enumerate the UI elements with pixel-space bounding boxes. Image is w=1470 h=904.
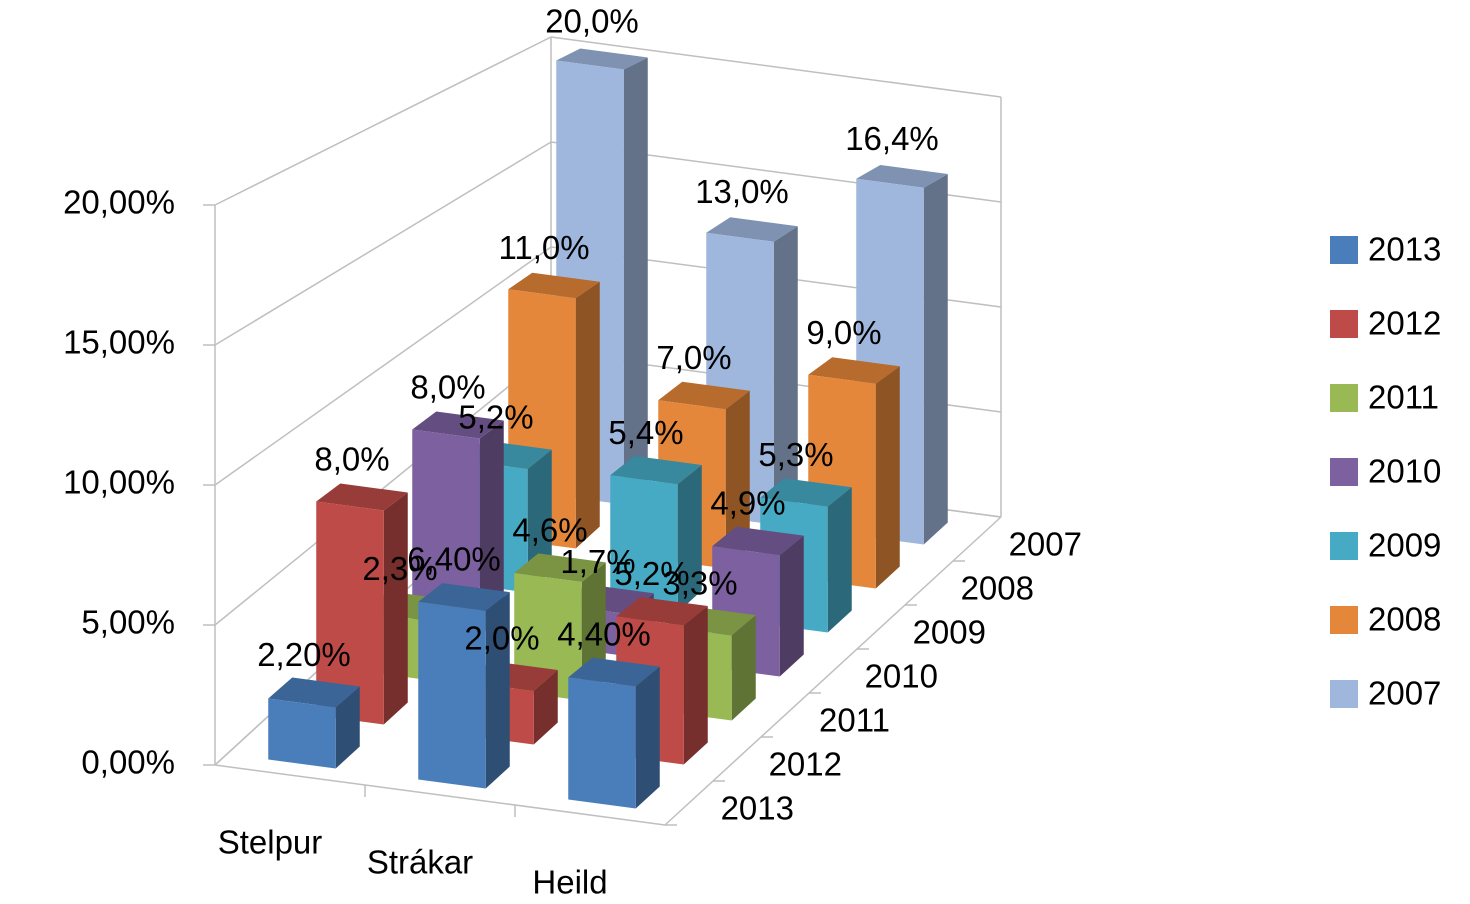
grid-line xyxy=(214,141,552,346)
depth-tick-label: 2008 xyxy=(961,570,1034,607)
data-label: 2,0% xyxy=(464,620,539,657)
bar-side xyxy=(773,226,798,525)
legend-label: 2009 xyxy=(1368,527,1441,564)
bar-side xyxy=(575,281,600,549)
data-label: 7,0% xyxy=(656,339,731,376)
data-label: 9,0% xyxy=(806,314,881,351)
bar-top xyxy=(712,526,804,556)
depth-tick-label: 2007 xyxy=(1009,526,1082,563)
axis-line xyxy=(664,516,1002,826)
grid-line xyxy=(214,36,552,206)
bar xyxy=(316,501,384,725)
bar-side xyxy=(827,487,852,633)
data-label: 8,0% xyxy=(410,369,485,406)
data-label: 3,3% xyxy=(662,565,737,602)
data-label: 6,40% xyxy=(407,541,501,578)
legend-label: 2013 xyxy=(1368,231,1441,268)
bar xyxy=(568,677,636,809)
data-label: 5,2% xyxy=(614,555,689,592)
data-label: 4,6% xyxy=(512,511,587,548)
depth-tick-label: 2013 xyxy=(721,790,794,827)
bar-top xyxy=(658,381,750,410)
y-tick-label: 15,00% xyxy=(63,324,175,361)
data-label: 16,4% xyxy=(845,120,939,157)
bar-top xyxy=(556,48,648,70)
legend-label: 2007 xyxy=(1368,675,1441,712)
legend-label: 2011 xyxy=(1368,379,1439,416)
data-label: 5,3% xyxy=(758,436,833,473)
bar-side xyxy=(683,606,708,765)
depth-tick-label: 2012 xyxy=(769,746,842,783)
y-tick-label: 10,00% xyxy=(63,464,175,501)
bar xyxy=(412,429,480,637)
bar-side xyxy=(923,174,948,545)
x-tick-label: Strákar xyxy=(367,844,473,881)
bar-side xyxy=(731,615,756,721)
bar-side xyxy=(533,670,558,745)
bar xyxy=(610,475,678,613)
grid-line xyxy=(214,246,552,486)
data-label: 11,0% xyxy=(498,229,589,266)
legend-swatch xyxy=(1330,680,1358,708)
bar-side xyxy=(779,535,804,677)
legend-swatch xyxy=(1330,532,1358,560)
bar-top xyxy=(568,657,660,687)
bar-top xyxy=(610,455,702,485)
data-label: 2,20% xyxy=(257,636,351,673)
legend-swatch xyxy=(1330,458,1358,486)
depth-tick-label: 2009 xyxy=(913,614,986,651)
bar xyxy=(268,698,336,769)
bar-top xyxy=(508,272,600,299)
bar-top xyxy=(706,217,798,242)
bar-side xyxy=(485,592,510,789)
bar-top xyxy=(760,478,852,507)
bar-side xyxy=(875,366,900,589)
bar-side xyxy=(725,390,750,569)
axis-line xyxy=(214,764,666,826)
bar xyxy=(418,601,486,789)
bar-top xyxy=(418,583,510,611)
legend-swatch xyxy=(1330,606,1358,634)
x-tick-label: Heild xyxy=(532,864,607,901)
bar-top xyxy=(316,483,408,511)
data-label: 20,0% xyxy=(545,3,639,40)
data-label: 8,0% xyxy=(314,441,389,478)
data-label: 4,9% xyxy=(710,485,785,522)
bar-top xyxy=(514,553,606,583)
bar-side xyxy=(479,420,504,637)
depth-tick-label: 2010 xyxy=(865,658,938,695)
data-label: 5,2% xyxy=(458,399,533,436)
x-tick-label: Stelpur xyxy=(218,824,323,861)
bar-side xyxy=(635,666,660,809)
data-label: 1,7% xyxy=(560,543,635,580)
y-tick-label: 0,00% xyxy=(81,744,175,781)
data-label: 5,4% xyxy=(608,414,683,451)
y-tick-label: 5,00% xyxy=(81,604,175,641)
bar-side xyxy=(677,464,702,613)
y-tick-label: 20,00% xyxy=(63,184,175,221)
bar-top xyxy=(616,597,708,626)
grid-line xyxy=(550,36,1002,98)
bar-top xyxy=(808,357,900,384)
legend-label: 2008 xyxy=(1368,601,1441,638)
data-label: 4,40% xyxy=(557,616,651,653)
data-label: 13,0% xyxy=(695,173,789,210)
legend-swatch xyxy=(1330,384,1358,412)
bar-top xyxy=(268,677,360,708)
legend-swatch xyxy=(1330,310,1358,338)
bar-side xyxy=(383,492,408,725)
bar-side xyxy=(335,686,360,769)
legend-swatch xyxy=(1330,236,1358,264)
bar-top xyxy=(412,411,504,439)
data-label: 2,3% xyxy=(362,550,437,587)
bar-side xyxy=(623,57,648,505)
grid-line xyxy=(214,351,552,626)
legend-label: 2012 xyxy=(1368,305,1441,342)
bar-top xyxy=(856,165,948,188)
legend-label: 2010 xyxy=(1368,453,1441,490)
depth-tick-label: 2011 xyxy=(819,702,890,739)
